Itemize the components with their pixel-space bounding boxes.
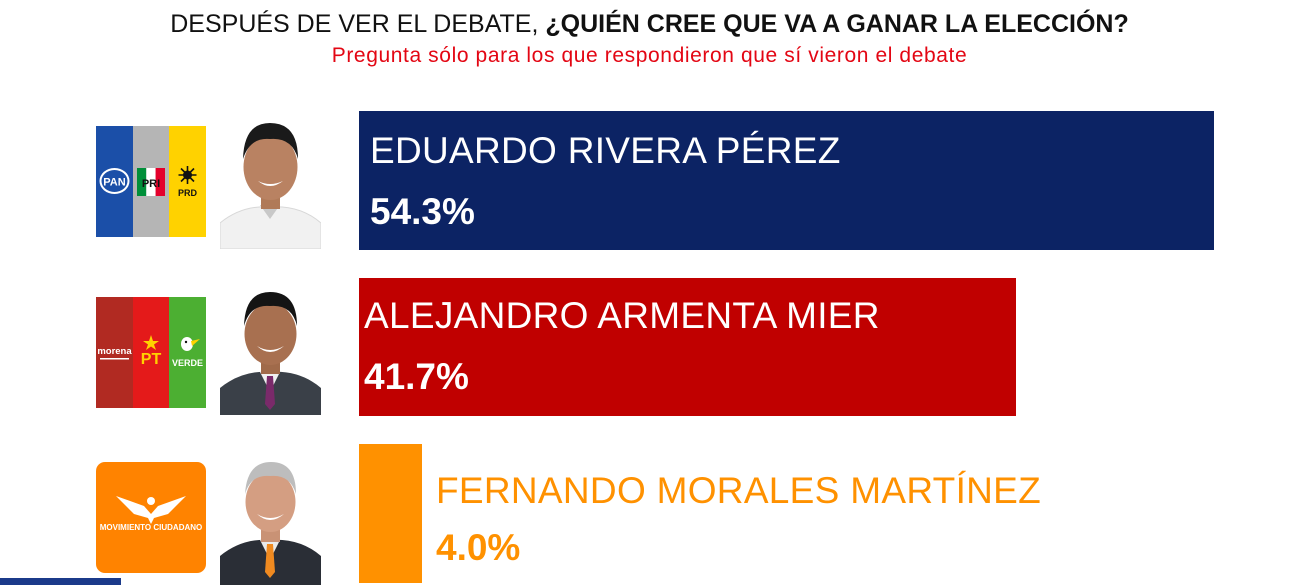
- verde-logo: VERDE: [169, 297, 206, 408]
- candidate-name-fernando-morales: FERNANDO MORALES MARTÍNEZ: [436, 470, 1042, 511]
- pri-logo-text: PRI: [142, 178, 160, 190]
- corner-tab: [0, 578, 121, 585]
- pt-logo: PT: [133, 297, 169, 408]
- candidate-photo-fernando-morales: [220, 456, 321, 585]
- data-label-alejandro-armenta: 41.7%: [364, 356, 469, 397]
- candidate-name-alejandro-armenta: ALEJANDRO ARMENTA MIER: [364, 295, 880, 336]
- data-label-fernando-morales: 4.0%: [436, 527, 521, 568]
- verde-logo-text: VERDE: [172, 358, 203, 368]
- pan-logo-text: PAN: [103, 177, 125, 189]
- chart-subtitle: Pregunta sólo para los que respondieron …: [331, 44, 968, 67]
- bar-fernando-morales: [359, 444, 422, 583]
- bar-eduardo-rivera: [359, 111, 1214, 250]
- pan-pri-prd-coalition-logo: PAN PRI PRD: [96, 126, 206, 237]
- morena-logo-text: morena: [97, 346, 132, 357]
- prd-logo: PRD: [169, 126, 206, 237]
- eagle-icon: [116, 496, 186, 524]
- pt-star-icon: [143, 335, 159, 350]
- bar-alejandro-armenta: [359, 278, 1016, 416]
- candidate-photo-alejandro-armenta: [220, 284, 321, 415]
- morena-pt-verde-coalition-logo: morena PT VERDE: [96, 297, 206, 408]
- toucan-icon: [181, 337, 200, 351]
- movimiento-ciudadano-text: MOVIMIENTO CIUDADANO: [100, 523, 203, 532]
- prd-logo-text: PRD: [178, 188, 198, 198]
- pri-logo: PRI: [133, 126, 169, 237]
- movimiento-ciudadano-logo: MOVIMIENTO CIUDADANO: [96, 462, 206, 573]
- pan-logo: PAN: [96, 126, 133, 237]
- candidate-photo-eduardo-rivera: [220, 115, 321, 249]
- pt-logo-text: PT: [141, 351, 162, 368]
- morena-logo: morena: [96, 297, 133, 408]
- chart-title: DESPUÉS DE VER EL DEBATE, ¿QUIÉN CREE QU…: [0, 10, 1299, 39]
- chart-title-question: ¿QUIÉN CREE QUE VA A GANAR LA ELECCIÓN?: [545, 10, 1129, 38]
- chart-title-regular: DESPUÉS DE VER EL DEBATE,: [170, 10, 546, 38]
- candidate-name-eduardo-rivera: EDUARDO RIVERA PÉREZ: [370, 130, 841, 171]
- data-label-eduardo-rivera: 54.3%: [370, 191, 475, 232]
